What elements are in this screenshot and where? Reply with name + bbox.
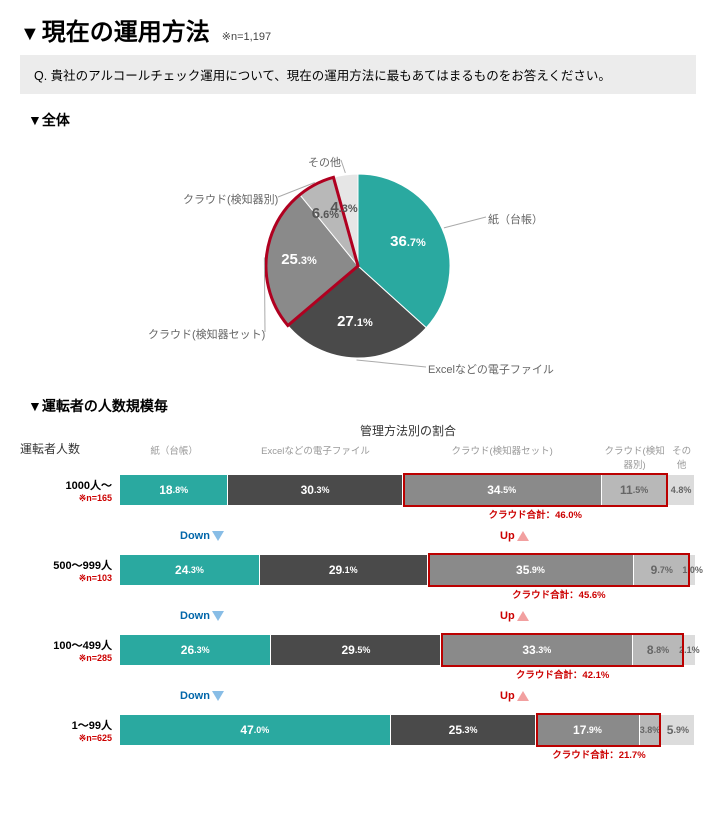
bar-n: ※n=103 — [20, 573, 112, 584]
bar-segment: 47.0% — [120, 715, 391, 745]
bar-row: 1～99人※n=625 47.0%25.3%17.9%3.8%5.9% — [20, 715, 696, 745]
cloud-total-label: クラウド合計：42.1% — [441, 667, 683, 681]
bar-range: 1～99人 — [20, 717, 112, 733]
bar-row: 1000人～※n=165 18.8%30.3%34.5%11.5%4.8% — [20, 475, 696, 505]
pie-chart: 36.7% 紙（台帳） 27.1% Excelなどの電子ファイル 25.3% クラウド(検… — [128, 136, 588, 386]
question-box: Q. 貴社のアルコールチェック運用について、現在の運用方法に最もあてはまるものを… — [20, 55, 696, 94]
pie-value: 25.3% — [281, 251, 317, 268]
bar-range: 100～499人 — [20, 637, 112, 653]
up-arrow-label: Up — [500, 609, 531, 623]
down-arrow-label: Down — [180, 609, 226, 623]
bar-segment: 26.3% — [120, 635, 271, 665]
bar-n: ※n=625 — [20, 733, 112, 744]
bar-segment: 11.5% — [602, 475, 668, 505]
bars-right-header: 管理方法別の割合 — [120, 422, 696, 439]
bars-col-label: クラウド(検知器セット) — [403, 443, 602, 471]
bar-segment: 30.3% — [228, 475, 403, 505]
page-title: ▼現在の運用方法 — [20, 12, 210, 47]
bar-segment: 4.8% — [668, 475, 696, 505]
down-arrow-label: Down — [180, 529, 226, 543]
bars-left-header: 運転者人数 — [20, 440, 120, 471]
pie-label: Excelなどの電子ファイル — [428, 361, 554, 377]
trend-row: Down Up — [20, 521, 696, 555]
pie-value: 27.1% — [337, 313, 373, 330]
pie-label: クラウド(検知器セット) — [148, 326, 265, 342]
bar-segment: 35.9% — [428, 555, 635, 585]
bar-segment: 1.0% — [690, 555, 696, 585]
bar-segment: 5.9% — [661, 715, 695, 745]
stacked-bar-chart: 運転者人数管理方法別の割合紙（台帳）Excelなどの電子ファイルクラウド(検知器… — [20, 422, 696, 761]
bar-segment: 24.3% — [120, 555, 260, 585]
subtitle-overall: ▼全体 — [28, 110, 696, 130]
bars-col-label: その他 — [668, 443, 696, 471]
bar-segment: 8.8% — [633, 635, 684, 665]
bar-row: 500～999人※n=10324.3%29.1%35.9%9.7%1.0% — [20, 555, 696, 585]
pie-value: 4.3% — [330, 199, 357, 216]
bar-row: 100～499人※n=285 26.3%29.5%33.3%8.8%2.1% — [20, 635, 696, 665]
cloud-total-label: クラウド合計：46.0% — [403, 507, 668, 521]
bar-segment: 33.3% — [441, 635, 633, 665]
up-arrow-label: Up — [500, 689, 531, 703]
down-arrow-label: Down — [180, 689, 226, 703]
bar-segment: 18.8% — [120, 475, 228, 505]
pie-label: 紙（台帳） — [488, 211, 543, 227]
bar-n: ※n=285 — [20, 653, 112, 664]
bar-segment: 17.9% — [536, 715, 639, 745]
bar-range: 1000人～ — [20, 477, 112, 493]
bar-n: ※n=165 — [20, 493, 112, 504]
trend-row: Down Up — [20, 601, 696, 635]
bars-col-label: Excelなどの電子ファイル — [228, 443, 403, 471]
bar-segment: 29.1% — [260, 555, 428, 585]
bar-segment: 2.1% — [684, 635, 696, 665]
sample-n: ※n=1,197 — [222, 30, 271, 43]
title-text: 現在の運用方法 — [42, 19, 210, 46]
bar-segment: 29.5% — [271, 635, 441, 665]
cloud-total-label: クラウド合計：21.7% — [536, 747, 661, 761]
up-arrow-label: Up — [500, 529, 531, 543]
cloud-total-label: クラウド合計：45.6% — [428, 587, 691, 601]
bar-segment: 3.8% — [640, 715, 662, 745]
bar-segment: 34.5% — [403, 475, 602, 505]
pie-label: クラウド(検知器別) — [183, 191, 278, 207]
trend-row: Down Up — [20, 681, 696, 715]
subtitle-bysize: ▼運転者の人数規模毎 — [28, 396, 696, 416]
bar-segment: 25.3% — [391, 715, 537, 745]
bar-range: 500～999人 — [20, 557, 112, 573]
bars-header: 運転者人数管理方法別の割合紙（台帳）Excelなどの電子ファイルクラウド(検知器… — [20, 422, 696, 471]
pie-label: その他 — [308, 154, 341, 170]
title-caret: ▼ — [20, 23, 40, 45]
bars-col-label: 紙（台帳） — [120, 443, 228, 471]
pie-value: 36.7% — [390, 233, 426, 250]
bars-col-label: クラウド(検知器別) — [602, 443, 668, 471]
